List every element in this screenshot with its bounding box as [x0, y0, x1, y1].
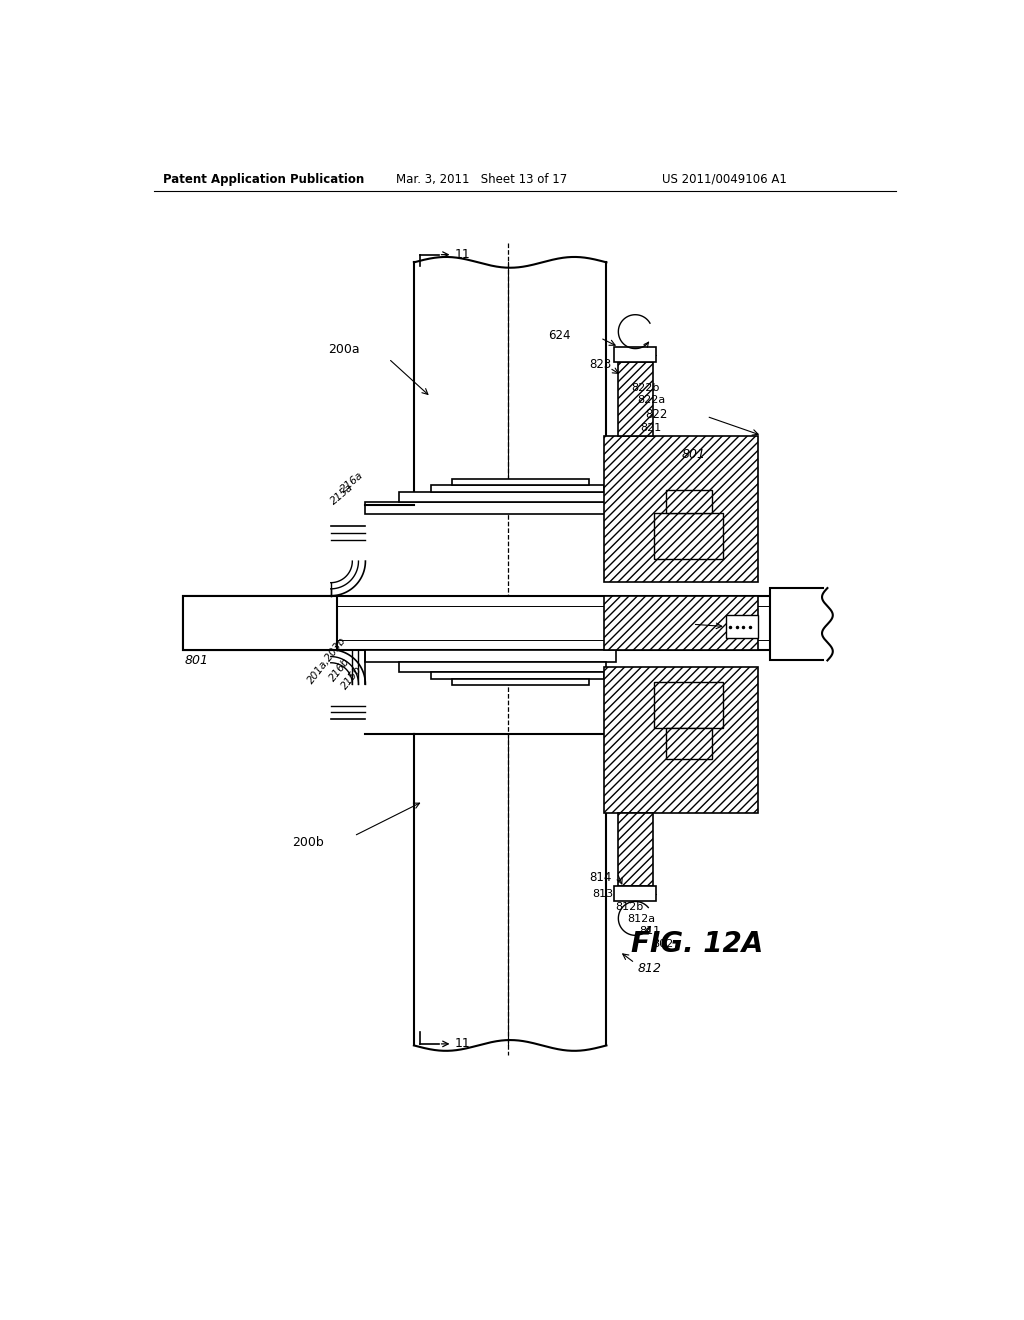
Text: 822a: 822a [637, 395, 666, 405]
Bar [614, 347, 656, 363]
Text: 814: 814 [590, 871, 612, 884]
Text: 200a: 200a [328, 343, 359, 356]
Bar [398, 663, 606, 672]
Text: 822: 822 [645, 408, 668, 421]
Text: 216a: 216a [339, 470, 365, 494]
Bar [654, 512, 724, 558]
Text: 215b: 215b [340, 665, 365, 692]
Text: 215a: 215a [330, 482, 355, 507]
Text: 216b: 216b [328, 656, 352, 684]
Text: 624: 624 [549, 329, 571, 342]
Bar [453, 678, 589, 685]
Bar [666, 490, 712, 512]
Bar [366, 649, 615, 663]
Bar [453, 479, 589, 484]
Text: FIG. 12A: FIG. 12A [631, 929, 763, 958]
Text: 801: 801 [681, 447, 706, 461]
Text: 822b: 822b [631, 383, 659, 393]
Text: 821: 821 [640, 422, 662, 433]
Bar [604, 595, 758, 649]
Text: Mar. 3, 2011   Sheet 13 of 17: Mar. 3, 2011 Sheet 13 of 17 [396, 173, 567, 186]
Bar [183, 595, 786, 649]
Bar [183, 595, 337, 649]
Text: Patent Application Publication: Patent Application Publication [163, 173, 365, 186]
Text: 811: 811 [639, 927, 659, 936]
Text: 812: 812 [637, 962, 662, 975]
Bar [604, 667, 758, 813]
Text: 812a: 812a [628, 915, 655, 924]
Text: 200b: 200b [292, 836, 324, 849]
Bar [431, 672, 604, 678]
Bar [770, 589, 827, 660]
Bar [366, 502, 615, 515]
Bar [431, 484, 604, 492]
Text: 11: 11 [455, 248, 470, 261]
Bar [726, 615, 758, 638]
Bar [617, 363, 652, 436]
Bar [654, 682, 724, 729]
Text: 813: 813 [593, 888, 613, 899]
Bar [614, 886, 656, 902]
Bar [604, 436, 758, 582]
Text: 812b: 812b [615, 902, 644, 912]
Text: 823: 823 [590, 358, 611, 371]
Text: 201a,203b: 201a,203b [306, 635, 348, 685]
Bar [398, 492, 606, 502]
Text: 11: 11 [455, 1038, 470, 1051]
Text: 802: 802 [652, 939, 674, 949]
Text: 801: 801 [184, 653, 209, 667]
Bar [666, 729, 712, 759]
Text: US 2011/0049106 A1: US 2011/0049106 A1 [662, 173, 786, 186]
Bar [617, 813, 652, 886]
